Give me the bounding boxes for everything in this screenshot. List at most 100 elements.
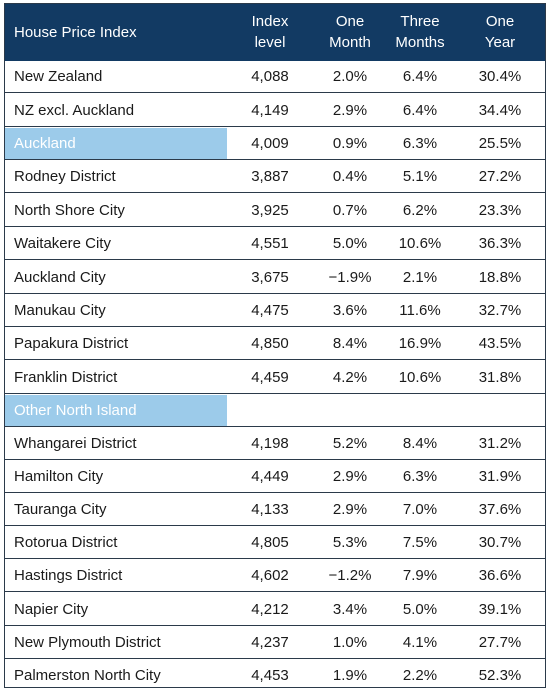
row-name: Rotorua District [14, 534, 118, 551]
row-one-month: 0.9% [332, 135, 368, 152]
row-name: Other North Island [14, 402, 137, 419]
row-index-level: 4,212 [251, 601, 289, 618]
row-three-months: 16.9% [398, 335, 442, 352]
row-one-year: 30.4% [478, 68, 522, 85]
row-one-month: 1.9% [332, 667, 368, 684]
row-index-level: 4,237 [251, 634, 289, 651]
row-one-year: 18.8% [478, 269, 522, 286]
table-row: Tauranga City 4,133 2.9% 7.0% 37.6% [5, 494, 545, 526]
row-one-month: 2.0% [332, 68, 368, 85]
section-row: Other North Island [5, 395, 545, 427]
row-index-level: 4,850 [251, 335, 289, 352]
row-name: New Zealand [14, 68, 103, 85]
row-name: Manukau City [14, 302, 106, 319]
row-name: NZ excl. Auckland [14, 102, 135, 119]
row-three-months: 8.4% [402, 435, 438, 452]
row-three-months: 6.3% [402, 135, 438, 152]
row-index-level: 3,925 [251, 202, 289, 219]
row-one-year: 36.3% [478, 235, 522, 252]
row-one-year: 31.2% [478, 435, 522, 452]
row-one-year: 31.9% [478, 468, 522, 485]
row-one-month: 5.0% [332, 235, 368, 252]
table-row: Papakura District 4,850 8.4% 16.9% 43.5% [5, 328, 545, 360]
row-three-months: 7.9% [402, 567, 438, 584]
table-row: New Plymouth District 4,237 1.0% 4.1% 27.7% [5, 627, 545, 659]
row-one-year: 27.7% [478, 634, 522, 651]
row-one-month: 4.2% [332, 369, 368, 386]
row-three-months: 11.6% [399, 302, 441, 319]
header-three-line1: Three [400, 13, 440, 30]
table-row: North Shore City 3,925 0.7% 6.2% 23.3% [5, 195, 545, 227]
row-one-year: 34.4% [478, 102, 522, 119]
table-row: Hamilton City 4,449 2.9% 6.3% 31.9% [5, 461, 545, 493]
table-row: Whangarei District 4,198 5.2% 8.4% 31.2% [5, 428, 545, 460]
row-one-month: 8.4% [332, 335, 368, 352]
header-index-line2: level [254, 34, 286, 51]
row-name: Franklin District [14, 369, 118, 386]
row-one-month: 3.4% [332, 601, 368, 618]
row-index-level: 4,133 [251, 501, 289, 518]
row-one-year: 37.6% [478, 501, 522, 518]
house-price-index-table: House Price Index Index level One Month … [4, 3, 546, 688]
table-row: Waitakere City 4,551 5.0% 10.6% 36.3% [5, 228, 545, 260]
row-name: Hamilton City [14, 468, 104, 485]
row-one-month: 2.9% [332, 102, 368, 119]
row-one-month: 3.6% [332, 302, 368, 319]
row-one-year: 27.2% [478, 168, 522, 185]
row-index-level: 4,453 [251, 667, 289, 684]
row-name: Palmerston North City [14, 667, 161, 684]
row-one-month: −1.9% [328, 269, 372, 286]
row-name: New Plymouth District [14, 634, 161, 651]
row-name: North Shore City [14, 202, 125, 219]
table-row: Rotorua District 4,805 5.3% 7.5% 30.7% [5, 527, 545, 559]
row-three-months: 10.6% [398, 235, 442, 252]
row-one-year: 32.7% [478, 302, 522, 319]
row-index-level: 4,475 [251, 302, 289, 319]
row-three-months: 5.0% [402, 601, 438, 618]
row-name: Napier City [14, 601, 89, 618]
row-index-level: 4,449 [251, 468, 289, 485]
row-one-year: 52.3% [478, 667, 522, 684]
row-name: Hastings District [14, 567, 123, 584]
row-index-level: 4,551 [251, 235, 289, 252]
row-three-months: 7.0% [402, 501, 438, 518]
row-three-months: 5.1% [402, 168, 438, 185]
row-three-months: 6.3% [402, 468, 438, 485]
table-row: Napier City 4,212 3.4% 5.0% 39.1% [5, 594, 545, 626]
table-row: Rodney District 3,887 0.4% 5.1% 27.2% [5, 161, 545, 193]
row-one-month: 0.4% [332, 168, 368, 185]
row-index-level: 4,198 [251, 435, 289, 452]
row-one-year: 36.6% [478, 567, 522, 584]
row-one-month: 1.0% [332, 634, 368, 651]
row-three-months: 6.4% [402, 102, 438, 119]
row-one-year: 39.1% [478, 601, 522, 618]
row-name: Auckland [14, 135, 76, 152]
table-row: Palmerston North City 4,453 1.9% 2.2% 52.3% [5, 660, 545, 692]
table-row: Manukau City 4,475 3.6% 11.6% 32.7% [5, 295, 545, 327]
row-name: Papakura District [14, 335, 129, 352]
table-row: NZ excl. Auckland 4,149 2.9% 6.4% 34.4% [5, 95, 545, 127]
row-name: Tauranga City [14, 501, 107, 518]
row-index-level: 4,805 [251, 534, 289, 551]
section-highlight [5, 395, 227, 426]
table-row: Hastings District 4,602 −1.2% 7.9% 36.6% [5, 560, 545, 592]
row-one-month: 5.3% [332, 534, 368, 551]
header-year-line2: Year [484, 34, 516, 51]
header-year-line1: One [485, 13, 515, 30]
row-index-level: 4,149 [251, 102, 289, 119]
row-index-level: 4,459 [251, 369, 289, 386]
row-one-month: 2.9% [332, 468, 368, 485]
header-three-line2: Months [395, 34, 445, 51]
row-one-month: 5.2% [332, 435, 368, 452]
row-index-level: 4,602 [251, 567, 289, 584]
row-one-year: 31.8% [478, 369, 522, 386]
header-index-line1: Index [251, 13, 289, 30]
row-name: Waitakere City [14, 235, 111, 252]
row-one-year: 25.5% [478, 135, 522, 152]
table-row: Auckland City 3,675 −1.9% 2.1% 18.8% [5, 262, 545, 294]
header-month-line2: Month [329, 34, 371, 51]
table-header: House Price Index Index level One Month … [5, 4, 545, 61]
row-one-year: 30.7% [478, 534, 522, 551]
row-one-year: 23.3% [478, 202, 522, 219]
header-month-line1: One [335, 13, 365, 30]
